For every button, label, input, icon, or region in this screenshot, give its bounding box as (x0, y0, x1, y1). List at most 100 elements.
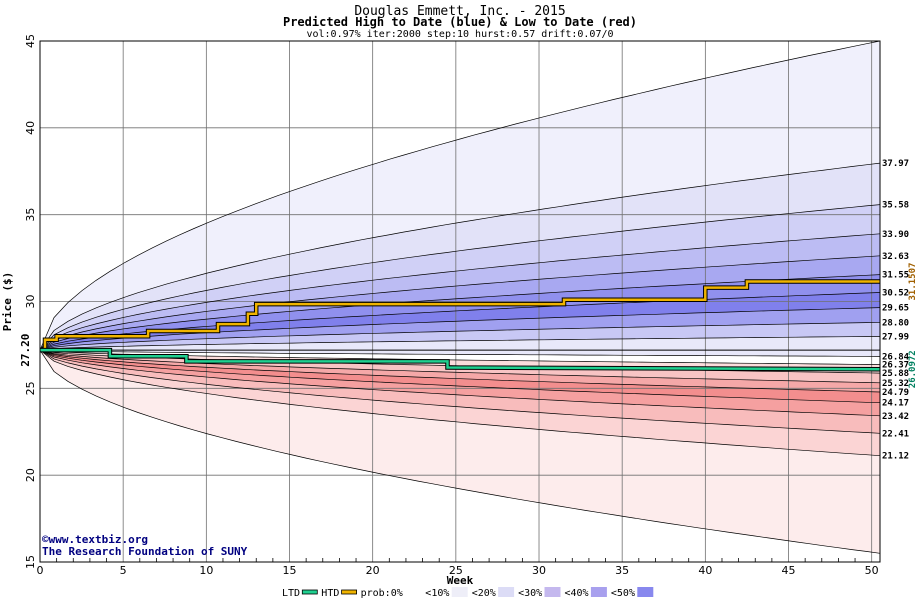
upper-band-0 (40, 41, 880, 351)
y-ticks: 15 20 25 30 35 40 45 (24, 34, 37, 569)
band-end-label: 30.52 (882, 288, 909, 298)
series-end-labels: 31.1507 26.0972 (908, 263, 918, 389)
legend-swatch (637, 587, 654, 597)
x-tick-label: 50 (865, 564, 879, 577)
legend-label: LTD (282, 588, 300, 599)
upper-boundary-0 (40, 41, 880, 351)
lower-band-2 (40, 350, 880, 392)
chart-subtitle: Predicted High to Date (blue) & Low to D… (283, 15, 637, 29)
legend-swatch (451, 587, 468, 597)
lower-boundary-4 (40, 349, 880, 404)
band-end-label: 26.37 (882, 361, 909, 371)
chart-params: vol:0.97% iter:2000 step:10 hurst:0.57 d… (306, 29, 613, 40)
ltd-line (40, 348, 881, 371)
upper-boundary-9 (40, 336, 880, 351)
x-tick-label: 10 (199, 564, 213, 577)
band-end-label: 25.88 (882, 369, 909, 379)
lower-boundary-8 (40, 349, 880, 554)
upper-boundary-2 (40, 204, 880, 351)
plot-area (39, 40, 881, 563)
upper-band-5 (40, 274, 880, 351)
legend: LTD HTD prob:0% <10% <20% <30% <40% <50% (282, 587, 654, 599)
series-end-value: 31.1507 (908, 263, 918, 301)
band-end-label: 28.80 (882, 318, 909, 328)
y-tick-label: 35 (24, 208, 37, 222)
upper-boundary-8 (40, 321, 880, 351)
upper-boundary-5 (40, 274, 880, 351)
series-end-value: 26.0972 (908, 350, 918, 388)
legend-swatch (590, 587, 607, 597)
plot-frame (39, 40, 881, 563)
band-end-label: 27.99 (882, 332, 909, 342)
legend-swatch (341, 589, 358, 595)
upper-boundary-3 (40, 233, 880, 351)
y-tick-label: 45 (24, 34, 37, 48)
band-end-label: 29.65 (882, 304, 909, 314)
upper-band-8 (40, 322, 880, 351)
x-tick-label: 35 (615, 564, 629, 577)
upper-band-2 (40, 204, 880, 351)
credits: ©www.textbiz.org The Research Foundation… (42, 533, 248, 558)
lower-band-3 (40, 350, 880, 403)
x-tick-label: 5 (120, 564, 127, 577)
y-tick-label: 20 (24, 468, 37, 482)
legend-swatch (498, 587, 515, 597)
band-end-label: 21.12 (882, 452, 909, 462)
y-tick-label: 25 (24, 381, 37, 395)
x-tick-label: 15 (283, 564, 297, 577)
band-end-label: 22.41 (882, 429, 909, 439)
lower-boundary-2 (40, 349, 880, 384)
x-tick-label: 0 (37, 564, 44, 577)
lower-band-4 (40, 350, 880, 416)
band-end-label: 35.58 (882, 201, 909, 211)
chart-title: Douglas Emmett, Inc. - 2015 (354, 4, 565, 19)
lower-boundary-3 (40, 349, 880, 393)
legend-label: <50% (611, 588, 635, 599)
y-tick-label: 40 (24, 121, 37, 135)
legend-label: <20% (472, 588, 496, 599)
x-tick-label: 45 (782, 564, 796, 577)
credit-org: The Research Foundation of SUNY (42, 545, 248, 558)
x-tick-label: 40 (698, 564, 712, 577)
start-price-label: 27.20 (19, 334, 32, 367)
band-end-label: 32.63 (882, 252, 909, 262)
band-end-label: 37.97 (882, 159, 909, 169)
lower-band-7 (40, 350, 880, 554)
x-tick-label: 25 (449, 564, 463, 577)
upper-band-3 (40, 233, 880, 351)
lower-boundary-6 (40, 349, 880, 434)
htd-line (40, 280, 880, 352)
legend-swatch (544, 587, 561, 597)
series-lines (40, 279, 881, 372)
band-end-label: 23.42 (882, 412, 909, 422)
x-tick-label: 30 (532, 564, 546, 577)
band-end-label: 26.84 (882, 352, 910, 362)
credit-site-text: www.textbiz.org (49, 533, 148, 546)
legend-label: <10% (425, 588, 449, 599)
y-axis-label: Price ($) (1, 272, 14, 332)
x-ticks: 0 5 10 15 20 25 30 35 40 45 50 (37, 564, 879, 577)
lower-boundary-5 (40, 349, 880, 417)
legend-label: prob:0% (361, 588, 403, 599)
band-end-label: 31.55 (882, 271, 909, 281)
band-boundaries (40, 41, 880, 554)
band-end-label: 24.17 (882, 399, 909, 409)
upper-boundary-7 (40, 307, 880, 351)
band-end-labels: 37.97 35.58 33.90 32.63 31.55 30.52 29.65 28.80… (882, 159, 910, 462)
upper-band-1 (40, 163, 880, 351)
band-end-label: 33.90 (882, 230, 909, 240)
legend-label: <30% (518, 588, 542, 599)
legend-label: <40% (565, 588, 589, 599)
upper-boundary-1 (40, 162, 880, 351)
lower-boundary-7 (40, 349, 880, 457)
upper-boundary-4 (40, 255, 880, 351)
band-end-label: 24.79 (882, 388, 909, 398)
lower-band-5 (40, 350, 880, 434)
copyright-icon: © (42, 533, 49, 546)
band-end-label: 25.32 (882, 379, 909, 389)
legend-swatch (301, 589, 318, 595)
upper-band-6 (40, 292, 880, 351)
legend-label: HTD (321, 588, 339, 599)
upper-boundary-10 (40, 349, 880, 357)
probability-bands (40, 41, 880, 554)
